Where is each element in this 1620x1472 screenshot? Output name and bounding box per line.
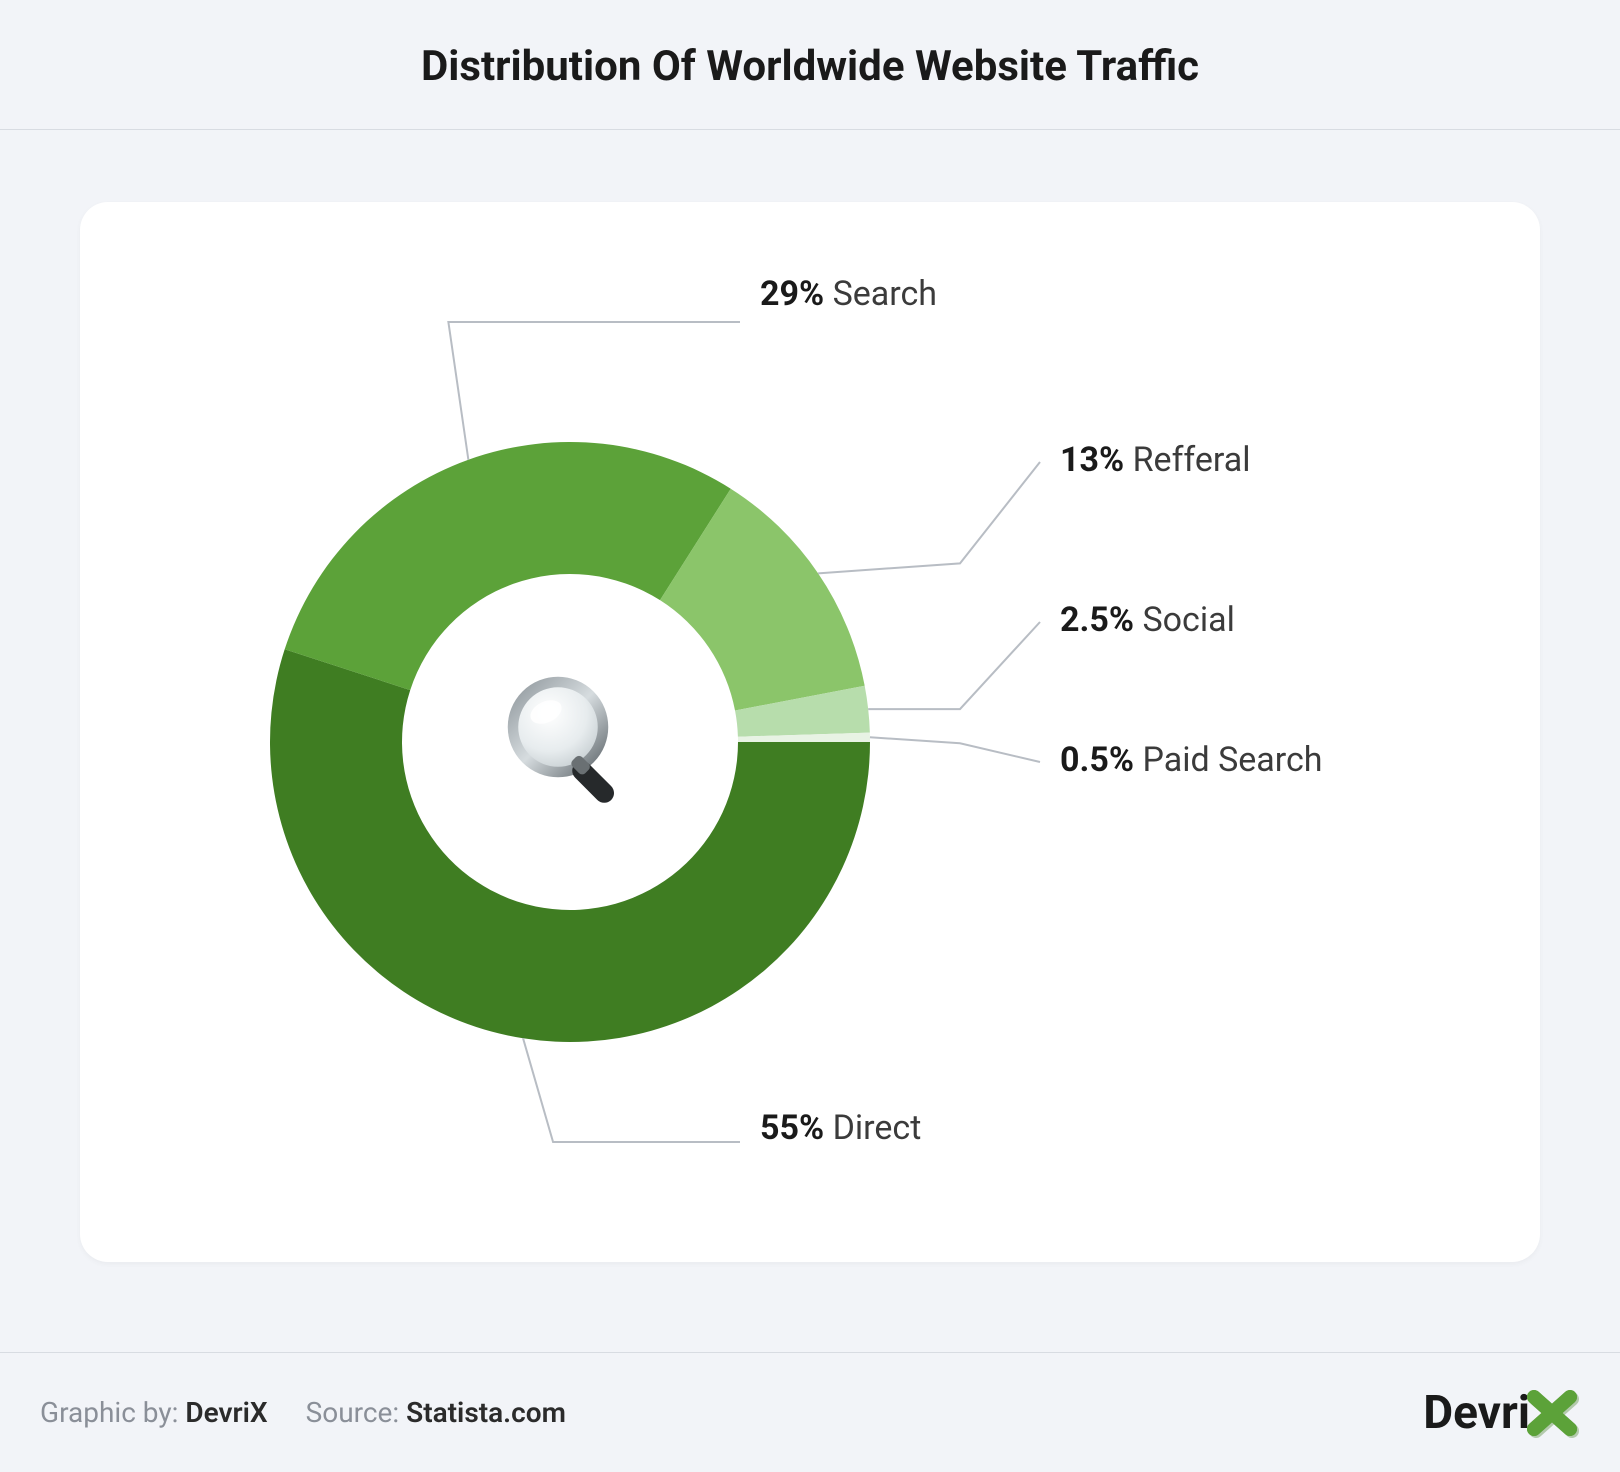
label-paid-search: 0.5% Paid Search — [1060, 740, 1323, 780]
donut-segment — [285, 442, 731, 690]
leader-line — [523, 1038, 740, 1142]
label-pct: 13% — [1060, 440, 1124, 480]
leader-line — [870, 737, 1040, 762]
graphic-by-label: Graphic by: — [40, 1396, 178, 1429]
label-search: 29% Search — [760, 274, 937, 314]
label-pct: 55% — [760, 1108, 824, 1148]
header: Distribution Of Worldwide Website Traffi… — [0, 0, 1620, 130]
label-text: Refferal — [1133, 440, 1251, 480]
brand-x-icon — [1524, 1385, 1580, 1441]
graphic-by-value: DevriX — [185, 1396, 267, 1429]
label-text: Search — [833, 274, 937, 314]
brand-name: Devri — [1423, 1386, 1530, 1440]
leader-line — [868, 622, 1040, 709]
page-title: Distribution Of Worldwide Website Traffi… — [0, 42, 1620, 91]
label-pct: 29% — [760, 274, 824, 314]
label-text: Paid Search — [1142, 740, 1322, 780]
magnifying-glass-icon — [485, 657, 655, 827]
label-text: Social — [1142, 600, 1234, 640]
source-value: Statista.com — [406, 1396, 566, 1429]
label-pct: 2.5% — [1060, 600, 1134, 640]
label-refferal: 13% Refferal — [1060, 440, 1250, 480]
source-label: Source: — [306, 1396, 400, 1429]
donut-chart — [260, 432, 880, 1052]
label-pct: 0.5% — [1060, 740, 1134, 780]
label-text: Direct — [833, 1108, 922, 1148]
footer: Graphic by: DevriX Source: Statista.com … — [0, 1352, 1620, 1472]
brand-logo: Devri — [1423, 1385, 1580, 1441]
label-social: 2.5% Social — [1060, 600, 1235, 640]
chart-card: 29% Search 13% Refferal 2.5% Social 0.5%… — [80, 202, 1540, 1262]
label-direct: 55% Direct — [760, 1108, 921, 1148]
